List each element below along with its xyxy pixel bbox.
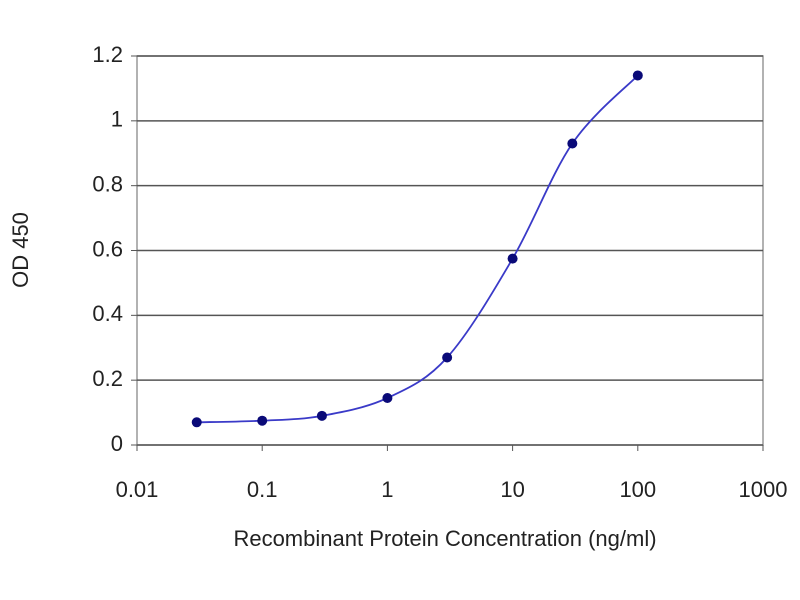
x-tick-label: 100: [619, 477, 656, 502]
y-tick-label: 0.4: [92, 301, 123, 326]
y-tick-label: 0: [111, 431, 123, 456]
data-point: [257, 415, 268, 426]
x-tick-label: 0.01: [116, 477, 159, 502]
data-point: [191, 417, 202, 428]
x-tick-label: 10: [500, 477, 524, 502]
y-axis-label: OD 450: [8, 212, 33, 288]
y-tick-label: 1.2: [92, 42, 123, 67]
y-tick-label: 0.2: [92, 366, 123, 391]
data-point: [316, 410, 327, 421]
data-point: [567, 138, 578, 149]
y-tick-label: 1: [111, 107, 123, 132]
x-tick-label: 1: [381, 477, 393, 502]
x-tick-label: 0.1: [247, 477, 278, 502]
x-axis-label: Recombinant Protein Concentration (ng/ml…: [233, 526, 656, 551]
y-tick-label: 0.8: [92, 171, 123, 196]
data-point: [632, 70, 643, 81]
y-tick-label: 0.6: [92, 236, 123, 261]
data-point: [382, 392, 393, 403]
data-point: [442, 352, 453, 363]
data-point: [507, 253, 518, 264]
data-line: [196, 74, 639, 424]
x-tick-label: 1000: [739, 477, 788, 502]
